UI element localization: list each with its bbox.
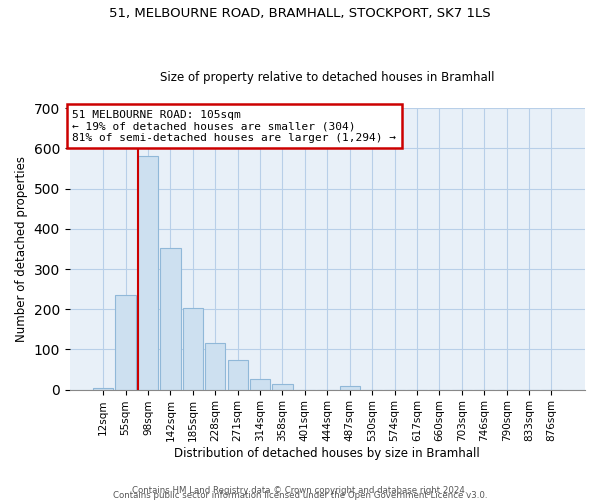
- Bar: [160, 248, 181, 390]
- Bar: [340, 386, 360, 390]
- Bar: [205, 342, 226, 390]
- Bar: [250, 378, 270, 390]
- Bar: [183, 308, 203, 390]
- Bar: [115, 295, 136, 390]
- Bar: [93, 388, 113, 390]
- Bar: [227, 360, 248, 390]
- Text: Contains HM Land Registry data © Crown copyright and database right 2024.: Contains HM Land Registry data © Crown c…: [132, 486, 468, 495]
- Text: 51 MELBOURNE ROAD: 105sqm
← 19% of detached houses are smaller (304)
81% of semi: 51 MELBOURNE ROAD: 105sqm ← 19% of detac…: [72, 110, 396, 143]
- Y-axis label: Number of detached properties: Number of detached properties: [15, 156, 28, 342]
- X-axis label: Distribution of detached houses by size in Bramhall: Distribution of detached houses by size …: [175, 447, 480, 460]
- Bar: [272, 384, 293, 390]
- Text: 51, MELBOURNE ROAD, BRAMHALL, STOCKPORT, SK7 1LS: 51, MELBOURNE ROAD, BRAMHALL, STOCKPORT,…: [109, 8, 491, 20]
- Title: Size of property relative to detached houses in Bramhall: Size of property relative to detached ho…: [160, 70, 494, 84]
- Text: Contains public sector information licensed under the Open Government Licence v3: Contains public sector information licen…: [113, 490, 487, 500]
- Bar: [138, 156, 158, 390]
